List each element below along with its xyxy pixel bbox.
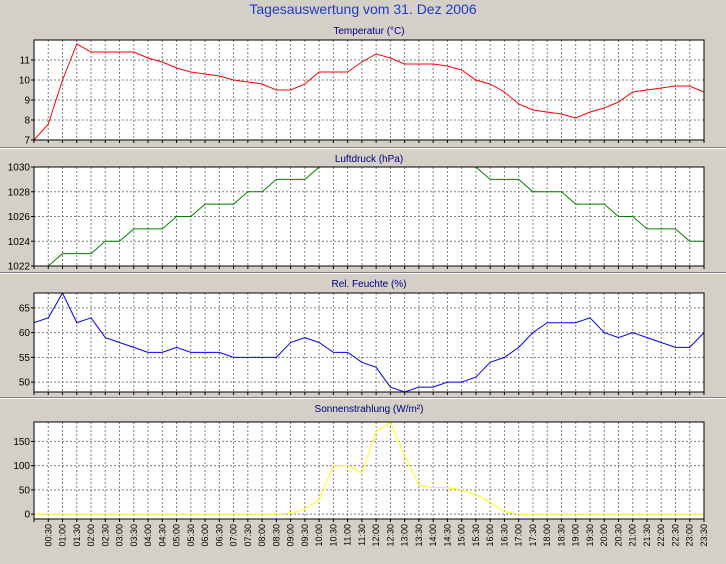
chart-panel-3: Rel. Feuchte (%) 50 55 60 65 [0, 272, 726, 395]
x-tick-label: 01:30 [72, 524, 82, 547]
x-tick-label: 08:30 [271, 524, 281, 547]
series-line [34, 422, 704, 515]
x-tick-label: 10:00 [314, 524, 324, 547]
x-tick-label: 14:30 [442, 524, 452, 547]
y-tick-label: 150 [13, 437, 30, 448]
y-tick-label: 65 [19, 303, 31, 314]
y-tick-label: 1028 [8, 187, 31, 198]
x-tick-label: 06:00 [200, 524, 210, 547]
x-tick-label: 22:00 [656, 524, 666, 547]
y-tick-label: 50 [19, 378, 31, 389]
chart-title: Sonnenstrahlung (W/m²) [315, 404, 424, 415]
x-tick-label: 22:30 [671, 524, 681, 547]
x-tick-label: 14:00 [428, 524, 438, 547]
series-line [34, 293, 704, 392]
x-tick-label: 12:00 [371, 524, 381, 547]
y-tick-label: 1024 [8, 237, 31, 248]
x-tick-label: 02:00 [86, 524, 96, 547]
chart-panel-2: Luftdruck (hPa) 1022 1024 1026 1028 1030 [0, 147, 726, 273]
x-tick-label: 08:00 [257, 524, 267, 547]
x-tick-label: 15:30 [471, 524, 481, 547]
y-tick-label: 60 [19, 328, 31, 339]
x-tick-label: 21:00 [628, 524, 638, 547]
chart-panel-1: Temperatur (°C) 7 8 9 10 11 [19, 26, 705, 147]
x-tick-label: 01:00 [58, 524, 68, 547]
x-tick-label: 09:30 [300, 524, 310, 547]
x-tick-label: 06:30 [214, 524, 224, 547]
x-tick-label: 09:00 [286, 524, 296, 547]
x-tick-label: 03:30 [129, 524, 139, 547]
plot-area [34, 167, 704, 266]
x-tick-label: 20:30 [614, 524, 624, 547]
x-tick-label: 16:00 [485, 524, 495, 547]
x-tick-label: 07:30 [243, 524, 253, 547]
x-tick-label: 23:30 [699, 524, 709, 547]
y-tick-label: 11 [20, 56, 31, 67]
series-line [34, 43, 704, 140]
plot-area [34, 40, 704, 140]
y-tick-label: 1026 [8, 212, 31, 223]
x-tick-label: 13:00 [400, 524, 410, 547]
x-tick-label: 19:30 [585, 524, 595, 547]
chart-title: Temperatur (°C) [333, 26, 404, 37]
x-tick-label: 21:30 [642, 524, 652, 547]
series-line [34, 167, 704, 266]
y-tick-label: 1030 [8, 163, 31, 174]
y-tick-label: 50 [19, 485, 31, 496]
y-tick-label: 8 [24, 116, 30, 127]
plot-frame [33, 292, 705, 393]
y-tick-label: 1022 [8, 262, 31, 273]
x-tick-label: 11:30 [357, 524, 367, 546]
x-tick-label: 10:30 [328, 524, 338, 547]
x-tick-label: 04:30 [157, 524, 167, 547]
plot-frame [33, 421, 705, 520]
x-tick-label: 18:00 [542, 524, 552, 547]
x-tick-label: 02:30 [100, 524, 110, 547]
x-tick-label: 13:30 [414, 524, 424, 547]
y-tick-label: 9 [24, 96, 30, 107]
x-tick-label: 16:30 [499, 524, 509, 547]
x-axis-labels: 00:30 01:00 01:30 02:00 02:30 03:00 03:30 04:00… [43, 524, 709, 547]
chart-panel-4: Sonnenstrahlung (W/m²) 0 50 100 150 [0, 397, 726, 522]
x-tick-label: 17:00 [514, 524, 524, 547]
x-tick-label: 05:30 [186, 524, 196, 547]
x-tick-label: 18:30 [556, 524, 566, 547]
x-tick-label: 04:00 [143, 524, 153, 547]
x-tick-label: 03:00 [115, 524, 125, 547]
y-tick-label: 100 [13, 461, 30, 472]
x-tick-label: 23:00 [685, 524, 695, 547]
x-tick-label: 07:00 [229, 524, 239, 547]
x-tick-label: 17:30 [528, 524, 538, 547]
chart-title: Luftdruck (hPa) [335, 154, 403, 165]
x-tick-label: 12:30 [385, 524, 395, 547]
y-tick-label: 55 [19, 353, 31, 364]
y-tick-label: 0 [24, 510, 30, 521]
x-tick-label: 15:00 [457, 524, 467, 547]
page-title: Tagesauswertung vom 31. Dez 2006 [249, 1, 477, 17]
plot-area [34, 293, 704, 392]
plot-area [34, 422, 704, 519]
x-tick-label: 05:00 [172, 524, 182, 547]
x-tick-label: 11:00 [343, 524, 353, 546]
chart-title: Rel. Feuchte (%) [331, 279, 406, 290]
plot-frame [33, 39, 705, 141]
y-tick-label: 7 [24, 136, 30, 147]
x-tick-label: 00:30 [43, 524, 53, 547]
x-tick-label: 20:00 [599, 524, 609, 547]
x-tick-label: 19:00 [571, 524, 581, 547]
y-tick-label: 10 [19, 76, 31, 87]
